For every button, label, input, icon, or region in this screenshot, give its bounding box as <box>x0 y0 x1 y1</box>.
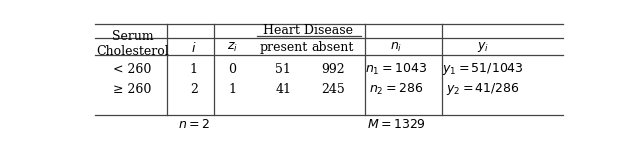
Text: $n_i$: $n_i$ <box>390 41 403 54</box>
Text: 245: 245 <box>321 83 345 96</box>
Text: $i$: $i$ <box>191 40 196 55</box>
Text: $n_1 = 1043$: $n_1 = 1043$ <box>365 62 427 77</box>
Text: $y_1 = 51/1043$: $y_1 = 51/1043$ <box>442 61 525 77</box>
Text: < 260: < 260 <box>113 63 152 76</box>
Text: 1: 1 <box>228 83 236 96</box>
Text: Heart Disease: Heart Disease <box>263 24 353 37</box>
Text: $y_i$: $y_i$ <box>477 40 489 55</box>
Text: absent: absent <box>312 41 354 54</box>
Text: Serum
Cholesterol: Serum Cholesterol <box>96 30 169 58</box>
Text: $n_2 = 286$: $n_2 = 286$ <box>369 81 423 97</box>
Text: $M = 1329$: $M = 1329$ <box>367 118 426 131</box>
Text: $y_2 = 41/286$: $y_2 = 41/286$ <box>446 81 520 97</box>
Text: ≥ 260: ≥ 260 <box>113 83 152 96</box>
Text: 51: 51 <box>275 63 291 76</box>
Text: 41: 41 <box>275 83 291 96</box>
Text: 0: 0 <box>228 63 236 76</box>
Text: $z_i$: $z_i$ <box>227 41 238 54</box>
Text: 2: 2 <box>190 83 198 96</box>
Text: $n = 2$: $n = 2$ <box>178 118 210 131</box>
Text: 1: 1 <box>189 63 198 76</box>
Text: present: present <box>259 41 308 54</box>
Text: 992: 992 <box>321 63 345 76</box>
